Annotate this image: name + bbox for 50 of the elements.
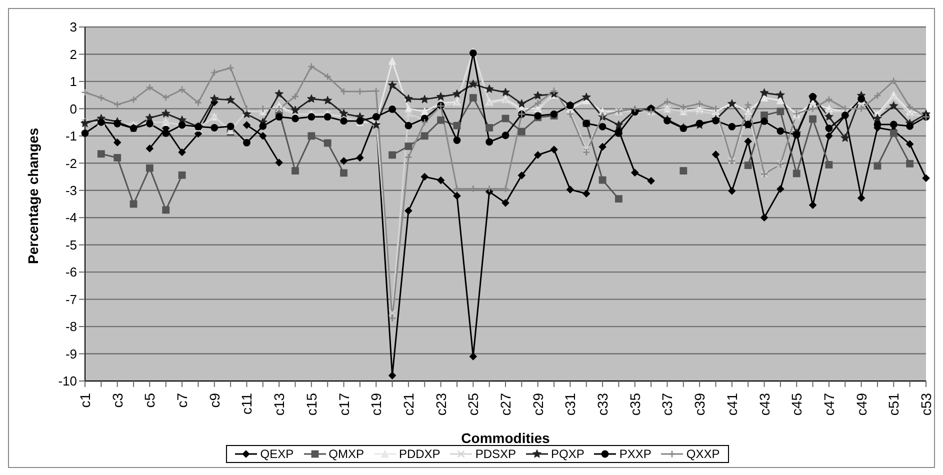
- x-tick-label: c47: [820, 392, 837, 416]
- x-tick-label: c11: [238, 392, 255, 415]
- x-tick-label: c49: [853, 392, 870, 416]
- x-tick-label: c45: [788, 392, 805, 416]
- y-tick-label: -10: [58, 374, 77, 389]
- y-tick-label: -1: [65, 128, 77, 144]
- x-axis-title: Commodities: [461, 430, 550, 446]
- legend-label: PQXP: [550, 447, 584, 461]
- y-tick-label: 0: [70, 101, 77, 116]
- x-tick-label: c31: [562, 392, 578, 416]
- legend-label: PDSXP: [474, 447, 516, 461]
- x-tick-label: c3: [109, 392, 126, 408]
- y-axis-title: Percentage changes: [24, 128, 41, 264]
- y-tick-label: -3: [65, 183, 77, 198]
- x-tick-label: c33: [594, 392, 611, 416]
- x-tick-label: c27: [498, 392, 514, 416]
- y-tick-label: -5: [65, 237, 77, 252]
- x-tick-label: c15: [303, 392, 320, 416]
- y-tick-label: 1: [70, 74, 77, 90]
- x-tick-label: c5: [142, 392, 158, 408]
- y-tick-label: -4: [65, 210, 77, 226]
- x-tick-label: c21: [400, 392, 416, 416]
- x-tick-label: c37: [659, 392, 676, 416]
- y-tick-label: -2: [65, 156, 77, 171]
- x-tick-label: c25: [465, 392, 482, 416]
- x-tick-label: c29: [530, 392, 546, 416]
- legend-label: QMXP: [328, 447, 364, 461]
- legend-label: QXXP: [685, 447, 720, 461]
- x-tick-label: c35: [626, 392, 643, 416]
- y-tick-label: 2: [70, 46, 77, 62]
- x-tick-label: c7: [174, 392, 190, 408]
- x-tick-label: c53: [918, 392, 934, 416]
- x-tick-label: c17: [336, 392, 352, 416]
- legend-label: QEXP: [259, 447, 294, 461]
- legend-label: PXXP: [618, 447, 652, 461]
- y-tick-label: -9: [65, 346, 77, 362]
- x-tick-label: c43: [756, 392, 772, 416]
- x-tick-label: c41: [724, 392, 740, 416]
- y-tick-label: -6: [65, 264, 77, 280]
- y-tick-label: -8: [65, 319, 77, 334]
- x-tick-label: c13: [271, 392, 288, 416]
- y-tick-label: -7: [65, 292, 77, 307]
- x-tick-label: c9: [206, 392, 222, 408]
- x-tick-label: c51: [886, 392, 902, 416]
- y-tick-label: 3: [70, 20, 77, 35]
- legend-label: PDDXP: [398, 447, 440, 461]
- x-tick-label: c19: [368, 392, 384, 416]
- x-tick-label: c39: [692, 392, 708, 416]
- x-tick-label: c1: [77, 392, 93, 408]
- x-tick-label: c23: [432, 392, 449, 416]
